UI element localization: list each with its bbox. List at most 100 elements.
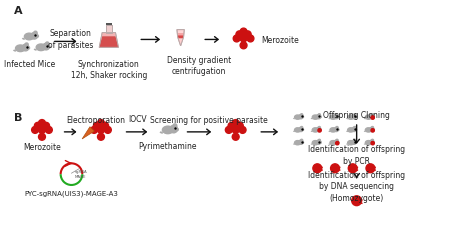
Polygon shape	[178, 39, 183, 47]
Circle shape	[232, 134, 239, 141]
Circle shape	[32, 127, 39, 134]
Circle shape	[39, 127, 45, 134]
Circle shape	[45, 127, 52, 134]
Polygon shape	[82, 127, 94, 140]
Circle shape	[354, 127, 356, 129]
Circle shape	[348, 164, 357, 173]
Bar	[106, 24, 112, 26]
Circle shape	[337, 130, 339, 131]
Circle shape	[373, 142, 375, 144]
Circle shape	[301, 140, 303, 142]
Circle shape	[320, 142, 321, 144]
Circle shape	[94, 123, 100, 130]
Circle shape	[313, 164, 322, 173]
Circle shape	[320, 117, 321, 118]
Circle shape	[318, 127, 321, 129]
Circle shape	[371, 142, 375, 145]
Ellipse shape	[330, 116, 336, 120]
Circle shape	[299, 140, 303, 145]
Circle shape	[355, 117, 357, 118]
Circle shape	[354, 140, 356, 142]
Circle shape	[302, 130, 304, 131]
Polygon shape	[178, 36, 183, 39]
Text: Merozoite: Merozoite	[23, 142, 61, 151]
Text: IOCV: IOCV	[128, 114, 147, 124]
Circle shape	[240, 29, 247, 36]
Polygon shape	[177, 34, 184, 36]
Ellipse shape	[15, 46, 25, 52]
Circle shape	[336, 140, 338, 142]
Circle shape	[370, 128, 374, 132]
Circle shape	[299, 115, 303, 119]
Circle shape	[331, 164, 340, 173]
Circle shape	[302, 117, 304, 118]
Circle shape	[301, 114, 303, 116]
Ellipse shape	[312, 141, 318, 145]
Circle shape	[355, 130, 357, 131]
Circle shape	[247, 36, 254, 43]
Ellipse shape	[365, 116, 371, 120]
Circle shape	[240, 43, 247, 50]
Circle shape	[366, 164, 375, 173]
Circle shape	[244, 32, 251, 38]
Ellipse shape	[348, 141, 354, 145]
Circle shape	[334, 128, 339, 132]
Circle shape	[373, 130, 375, 131]
Text: Identification of offspring
by DNA sequencing
(Homozygote): Identification of offspring by DNA seque…	[308, 170, 405, 202]
Circle shape	[352, 140, 356, 145]
Circle shape	[170, 126, 178, 133]
Ellipse shape	[330, 128, 336, 132]
Circle shape	[318, 129, 321, 132]
Circle shape	[176, 129, 178, 131]
Circle shape	[371, 116, 375, 120]
Text: A: A	[15, 6, 23, 16]
Ellipse shape	[348, 128, 354, 132]
Circle shape	[233, 36, 240, 43]
Circle shape	[336, 114, 338, 116]
Circle shape	[22, 45, 29, 52]
Circle shape	[240, 36, 247, 43]
Circle shape	[371, 140, 374, 142]
Ellipse shape	[365, 141, 371, 145]
Circle shape	[98, 120, 104, 127]
Text: Identification of offspring
by PCR: Identification of offspring by PCR	[308, 144, 405, 165]
Ellipse shape	[36, 45, 46, 52]
Circle shape	[98, 134, 104, 141]
Circle shape	[25, 44, 28, 47]
Polygon shape	[99, 37, 118, 48]
Text: Offspring Cloning: Offspring Cloning	[323, 111, 390, 120]
Circle shape	[34, 32, 37, 35]
Circle shape	[237, 123, 243, 130]
Circle shape	[228, 123, 235, 130]
Circle shape	[371, 127, 374, 129]
Circle shape	[48, 47, 50, 49]
Circle shape	[43, 123, 49, 130]
Text: Screening for positive parasite: Screening for positive parasite	[150, 116, 268, 125]
Ellipse shape	[295, 116, 301, 120]
Circle shape	[316, 115, 321, 119]
Circle shape	[43, 44, 49, 51]
Ellipse shape	[312, 116, 318, 120]
Circle shape	[39, 134, 45, 141]
Circle shape	[31, 33, 38, 40]
Circle shape	[355, 142, 357, 144]
Circle shape	[318, 114, 321, 116]
Ellipse shape	[348, 116, 354, 120]
Text: Pyrimethamine: Pyrimethamine	[138, 141, 197, 150]
Ellipse shape	[295, 128, 301, 132]
Ellipse shape	[25, 34, 34, 41]
Circle shape	[91, 127, 98, 134]
Polygon shape	[99, 34, 118, 48]
Circle shape	[39, 120, 45, 127]
Circle shape	[334, 115, 339, 119]
Ellipse shape	[365, 128, 371, 132]
Circle shape	[371, 129, 375, 132]
Circle shape	[354, 114, 356, 116]
Circle shape	[104, 127, 111, 134]
Text: sgRNA: sgRNA	[74, 170, 87, 173]
Circle shape	[320, 130, 321, 131]
Text: Synchronization
12h, Shaker rocking: Synchronization 12h, Shaker rocking	[71, 60, 147, 80]
Circle shape	[299, 128, 303, 132]
Circle shape	[102, 123, 109, 130]
Polygon shape	[106, 26, 112, 34]
